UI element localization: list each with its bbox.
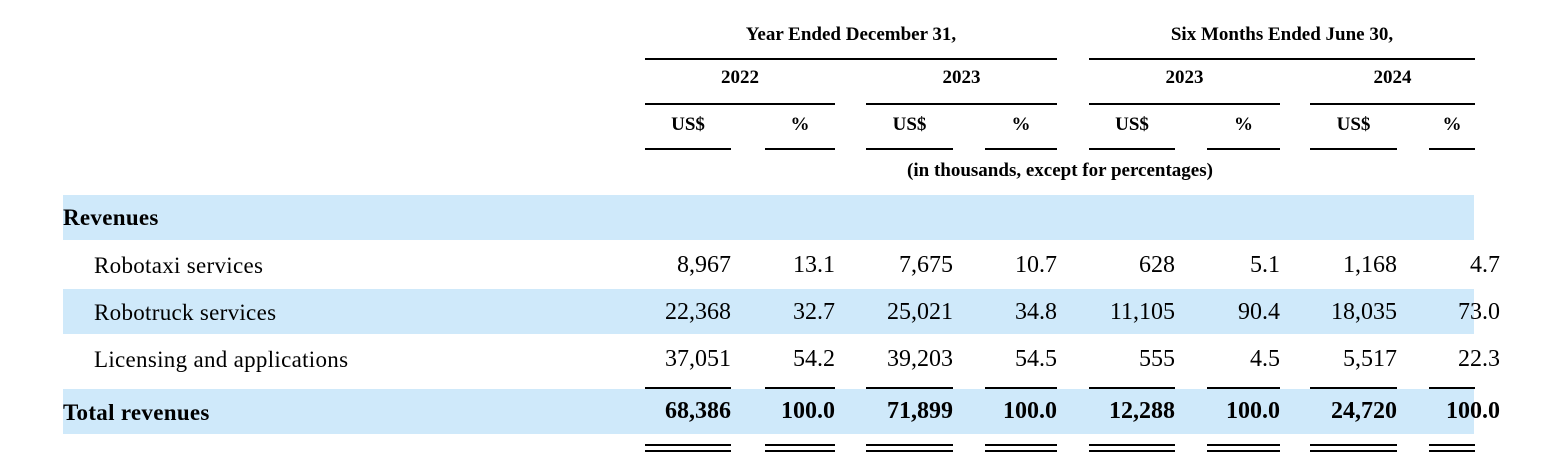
subtotal-rule	[866, 387, 953, 389]
table-cell: 34.8	[1015, 299, 1057, 325]
header-unit-rule	[866, 148, 953, 150]
header-year-2022: 2022	[721, 67, 759, 88]
section-label-revenues: Revenues	[63, 205, 159, 230]
header-unit: US$	[671, 114, 705, 135]
header-year-2023-b: 2023	[1165, 67, 1204, 88]
header-unit: %	[1442, 114, 1462, 135]
total-double-rule	[645, 444, 731, 452]
subtotal-rule	[765, 387, 835, 389]
header-group-year-ended-rule	[645, 58, 1057, 60]
table-cell: 37,051	[665, 346, 731, 372]
total-double-rule	[866, 444, 953, 452]
row-label-robotruck: Robotruck services	[94, 300, 277, 325]
header-year-2024: 2024	[1373, 67, 1412, 88]
header-year-rule	[1310, 103, 1475, 105]
header-group-year-ended: Year Ended December 31,	[745, 24, 957, 45]
units-note: (in thousands, except for percentages)	[907, 160, 1213, 181]
subtotal-rule	[645, 387, 731, 389]
subtotal-rule	[1310, 387, 1397, 389]
header-unit: US$	[1115, 114, 1149, 135]
table-cell-total: 24,720	[1331, 398, 1397, 424]
subtotal-rule	[1429, 387, 1475, 389]
table-cell: 7,675	[899, 252, 953, 278]
table-cell: 18,035	[1331, 299, 1397, 325]
header-unit-rule	[645, 148, 731, 150]
table-cell: 1,168	[1343, 252, 1397, 278]
row-label-total: Total revenues	[63, 400, 210, 425]
row-band-robotruck	[63, 289, 1474, 334]
table-cell: 22,368	[665, 299, 731, 325]
table-cell: 22.3	[1458, 346, 1500, 372]
table-cell: 54.2	[793, 346, 835, 372]
total-double-rule	[985, 444, 1057, 452]
total-double-rule	[1429, 444, 1475, 452]
header-group-six-months: Six Months Ended June 30,	[1170, 24, 1394, 45]
row-band-total	[63, 389, 1474, 434]
row-band-revenues	[63, 195, 1474, 240]
header-year-rule	[645, 103, 835, 105]
table-cell-total: 71,899	[887, 398, 953, 424]
table-cell: 54.5	[1015, 346, 1057, 372]
header-unit: US$	[1336, 114, 1371, 135]
table-cell-total: 100.0	[1226, 398, 1280, 424]
header-unit: %	[790, 114, 810, 135]
table-cell: 5,517	[1343, 346, 1397, 372]
total-double-rule	[1310, 444, 1397, 452]
table-cell: 4.7	[1470, 252, 1500, 278]
header-unit-rule	[985, 148, 1057, 150]
table-cell: 5.1	[1250, 252, 1280, 278]
table-cell: 8,967	[677, 252, 731, 278]
table-cell: 25,021	[887, 299, 953, 325]
header-unit-rule	[765, 148, 835, 150]
header-unit-rule	[1089, 148, 1175, 150]
table-cell-total: 100.0	[1446, 398, 1500, 424]
header-unit: US$	[892, 114, 927, 135]
header-group-six-months-rule	[1089, 58, 1475, 60]
table-cell: 11,105	[1109, 299, 1175, 325]
table-cell-total: 100.0	[781, 398, 835, 424]
header-unit-rule	[1207, 148, 1280, 150]
header-unit-rule	[1429, 148, 1475, 150]
table-cell: 628	[1139, 252, 1175, 278]
total-double-rule	[765, 444, 835, 452]
table-cell: 4.5	[1250, 346, 1280, 372]
table-cell: 73.0	[1458, 299, 1500, 325]
table-cell-total: 100.0	[1003, 398, 1057, 424]
table-cell: 32.7	[793, 299, 835, 325]
header-year-rule	[866, 103, 1057, 105]
table-cell: 90.4	[1238, 299, 1280, 325]
header-unit: %	[1234, 114, 1253, 135]
header-year-rule	[1089, 103, 1280, 105]
table-cell: 13.1	[793, 252, 835, 278]
subtotal-rule	[1089, 387, 1175, 389]
table-cell-total: 68,386	[665, 398, 731, 424]
table-cell: 39,203	[887, 346, 953, 372]
header-year-2023-a: 2023	[942, 67, 981, 88]
row-label-licensing: Licensing and applications	[94, 347, 349, 372]
header-unit-rule	[1310, 148, 1397, 150]
row-label-robotaxi: Robotaxi services	[94, 253, 264, 278]
table-cell: 10.7	[1015, 252, 1057, 278]
subtotal-rule	[1207, 387, 1280, 389]
table-cell: 555	[1139, 346, 1175, 372]
header-unit: %	[1011, 114, 1031, 135]
table-cell-total: 12,288	[1109, 398, 1175, 424]
total-double-rule	[1207, 444, 1280, 452]
total-double-rule	[1089, 444, 1175, 452]
subtotal-rule	[985, 387, 1057, 389]
